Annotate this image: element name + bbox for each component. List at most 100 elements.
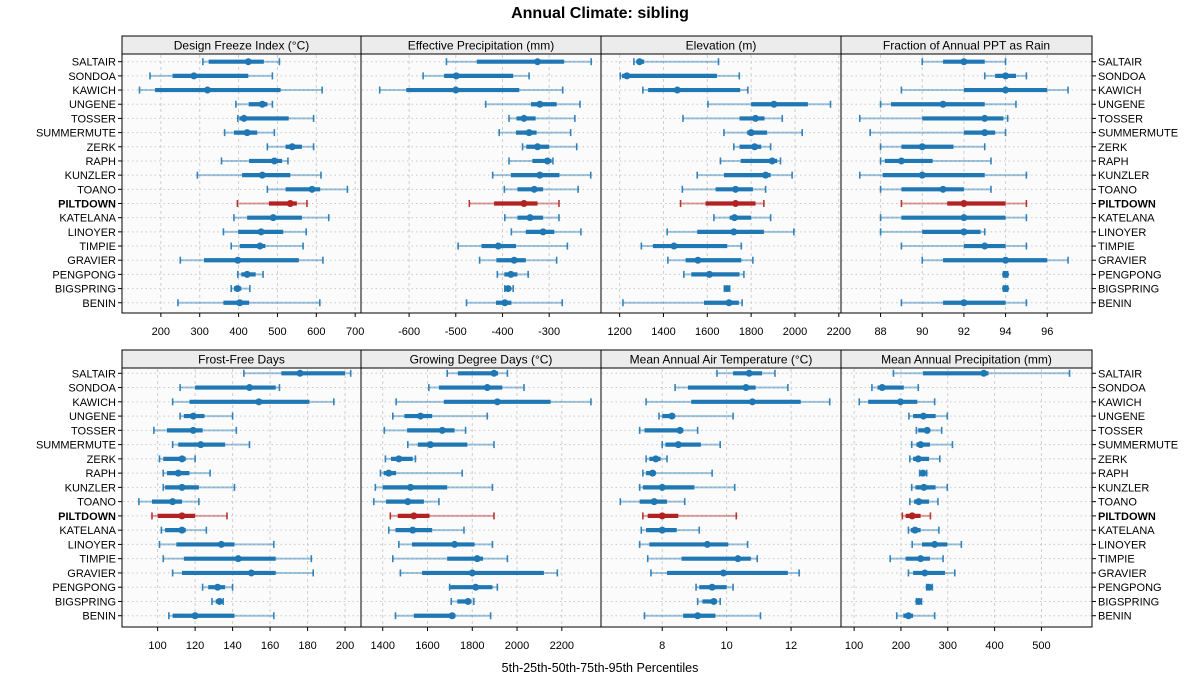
median-dot: [174, 469, 182, 477]
median-dot: [288, 143, 296, 151]
site-label-right: ZERK: [1098, 454, 1128, 466]
site-label-left: SONDOA: [68, 383, 116, 395]
site-label-left: ZERK: [87, 454, 117, 466]
site-label-right: RAPH: [1098, 468, 1129, 480]
site-label-left: TOSSER: [71, 113, 116, 125]
site-label-left: BIGSPRING: [55, 596, 116, 608]
site-label-right: GRAVIER: [1098, 568, 1147, 580]
percentile-row: [196, 171, 322, 179]
median-dot: [169, 498, 177, 506]
percentile-row: [406, 441, 495, 449]
median-dot: [623, 72, 631, 80]
percentile-caption: 5th-25th-50th-75th-95th Percentiles: [501, 661, 699, 675]
percentile-row: [895, 612, 936, 620]
median-dot: [494, 242, 502, 250]
median-dot: [520, 114, 528, 122]
axis-tick-label: 1400: [370, 640, 394, 652]
percentile-row: [177, 299, 321, 307]
median-dot: [719, 569, 727, 577]
site-label-right: GRAVIER: [1098, 255, 1147, 267]
site-label-left: TIMPIE: [79, 241, 116, 253]
axis-tick-label: 2000: [783, 326, 807, 338]
median-dot: [730, 228, 738, 236]
median-dot: [981, 242, 989, 250]
percentile-row: [900, 86, 1069, 94]
percentile-row: [202, 58, 281, 66]
median-dot: [734, 555, 742, 563]
median-dot: [178, 455, 186, 463]
median-dot: [520, 200, 528, 207]
percentile-row: [661, 441, 721, 449]
percentile-row: [622, 299, 743, 307]
percentile-row: [674, 384, 789, 392]
site-label-left: PILTDOWN: [58, 199, 116, 211]
site-label-left: UNGENE: [69, 99, 116, 111]
median-dot: [742, 384, 750, 392]
percentile-row: [468, 200, 560, 207]
median-dot: [918, 171, 926, 179]
axis-tick-label: 1400: [651, 326, 675, 338]
percentile-row: [149, 72, 274, 80]
percentile-row: [222, 228, 308, 236]
median-dot: [203, 86, 211, 94]
percentile-row: [879, 228, 986, 236]
site-label-right: UNGENE: [1098, 411, 1145, 423]
percentile-row: [1002, 270, 1010, 278]
percentile-row: [374, 483, 494, 491]
site-label-left: ZERK: [87, 142, 117, 154]
percentile-row: [900, 299, 1028, 307]
median-dot: [296, 369, 304, 377]
axis-tick-label: 2200: [827, 326, 851, 338]
axis-tick-label: 400: [985, 640, 1003, 652]
median-dot: [190, 72, 198, 80]
percentile-row: [918, 469, 928, 477]
percentile-row: [915, 597, 923, 605]
percentile-row: [907, 569, 956, 577]
percentile-row: [858, 114, 1009, 122]
median-dot: [247, 569, 255, 577]
median-dot: [385, 469, 393, 477]
median-dot: [939, 100, 947, 108]
site-label-left: KATELANA: [59, 525, 116, 537]
percentile-row: [858, 398, 936, 406]
median-dot: [215, 597, 223, 605]
median-dot: [214, 583, 222, 591]
percentile-row: [638, 426, 699, 434]
percentile-row: [650, 569, 800, 577]
median-dot: [919, 469, 927, 477]
percentile-row: [153, 426, 238, 434]
axis-tick-label: 500: [1032, 640, 1050, 652]
site-label-left: KUNZLER: [65, 482, 116, 494]
site-label-right: KAWICH: [1098, 397, 1142, 409]
median-dot: [533, 58, 541, 66]
site-label-left: KUNZLER: [65, 170, 116, 182]
median-dot: [878, 384, 886, 392]
percentile-row: [399, 569, 559, 577]
percentile-row: [394, 612, 492, 620]
median-dot: [730, 214, 738, 222]
panel-mean-annual-precipitation: Mean Annual Precipitation (mm) 100 200 300 4…: [840, 349, 1093, 652]
percentile-row: [869, 129, 1007, 137]
percentile-row: [719, 157, 782, 165]
axis-tick-label: -600: [398, 326, 420, 338]
median-dot: [673, 86, 681, 94]
percentile-row: [696, 171, 793, 179]
median-dot: [245, 384, 253, 392]
median-dot: [483, 384, 491, 392]
site-label-right: KATELANA: [1098, 213, 1155, 225]
percentile-row: [372, 498, 440, 506]
axis-tick-label: 400: [229, 326, 247, 338]
median-dot: [510, 256, 518, 264]
axis-tick-label: 300: [191, 326, 209, 338]
median-dot: [539, 228, 547, 236]
percentile-row: [910, 441, 954, 449]
median-dot: [256, 242, 264, 250]
percentile-row: [900, 200, 1028, 207]
median-dot: [981, 129, 989, 137]
axis-tick-label: 8: [659, 640, 665, 652]
percentile-row: [162, 555, 313, 563]
median-dot: [452, 86, 460, 94]
median-dot: [191, 612, 199, 620]
percentile-row: [909, 455, 941, 463]
site-label-left: BIGSPRING: [55, 284, 116, 296]
